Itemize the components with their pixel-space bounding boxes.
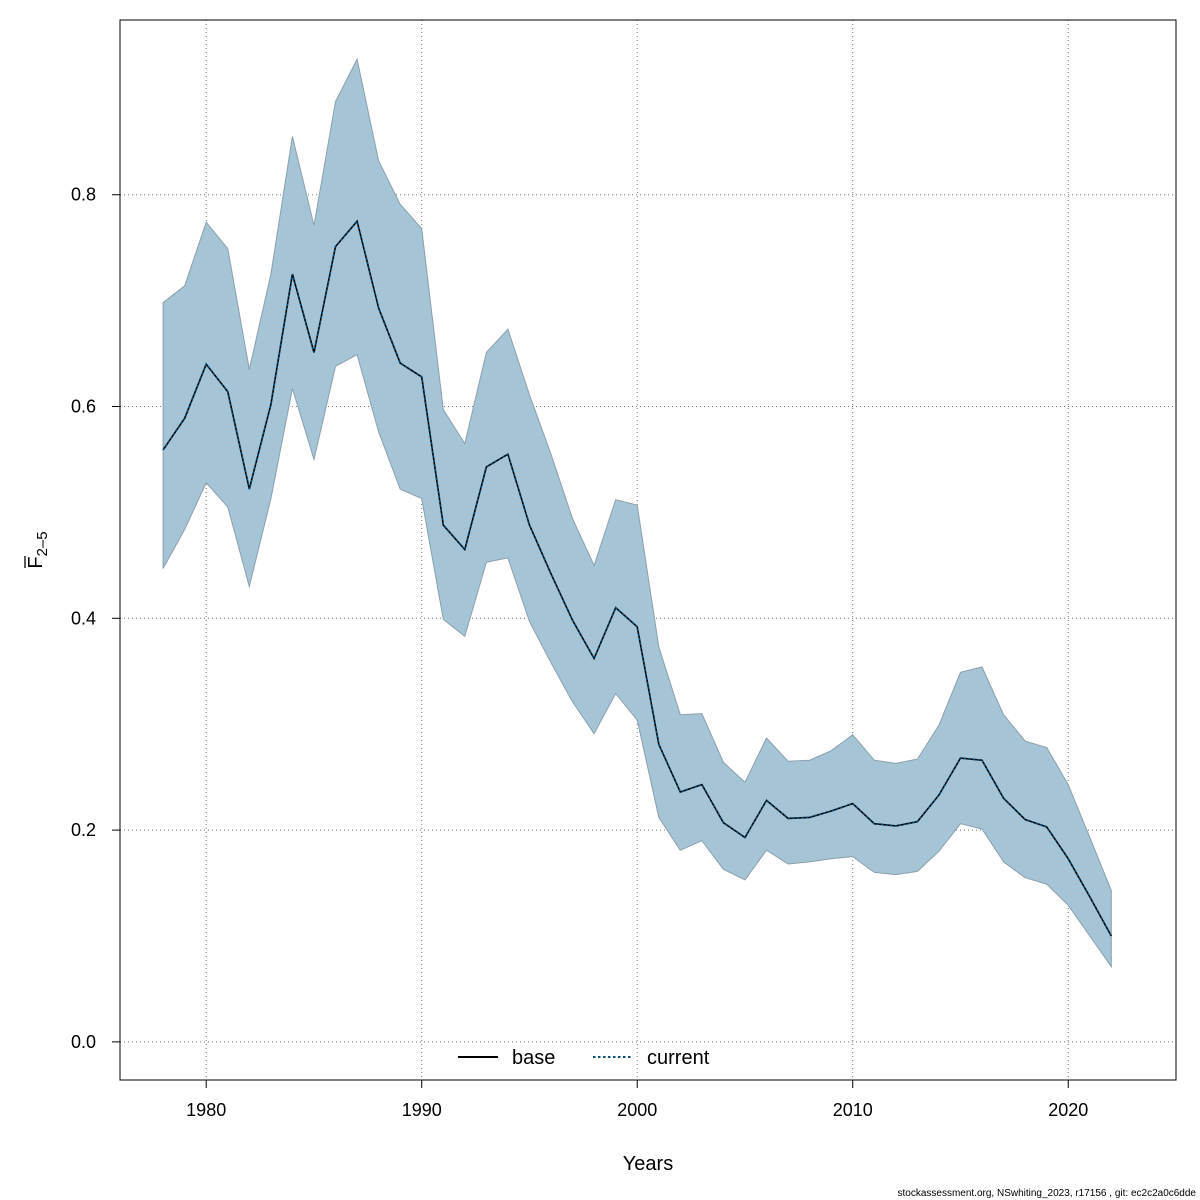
x-tick-label: 2010 [833,1100,873,1120]
y-axis-title: F2–5 [24,531,51,569]
y-axis: 0.0 0.2 0.4 0.6 0.8 [71,185,120,1052]
x-tick-label: 1980 [186,1100,226,1120]
series-line-current [162,219,1113,937]
y-tick-label: 0.8 [71,185,96,205]
y-axis-title-subscript: 2–5 [34,531,51,556]
footer-credit: stockassessment.org, NSwhiting_2023, r17… [897,1188,1196,1199]
x-tick-label: 1990 [402,1100,442,1120]
svg-text:F2–5: F2–5 [25,531,51,568]
legend-label-base: base [512,1047,555,1069]
y-axis-title-main: F [25,556,47,568]
x-axis: 1980 1990 2000 2010 2020 [186,1080,1088,1120]
legend: base current [458,1047,710,1069]
legend-label-current: current [647,1047,710,1069]
y-tick-label: 0.0 [71,1032,96,1052]
series-lines [162,219,1113,937]
x-tick-label: 2020 [1048,1100,1088,1120]
y-tick-label: 0.6 [71,397,96,417]
confidence-band-area [162,57,1112,969]
x-tick-label: 2000 [617,1100,657,1120]
y-tick-label: 0.4 [71,608,96,628]
confidence-band [162,57,1112,969]
plot-frame [119,19,1177,1081]
x-axis-title: Years [623,1153,673,1175]
y-tick-label: 0.2 [71,820,96,840]
grid [120,20,1176,1080]
